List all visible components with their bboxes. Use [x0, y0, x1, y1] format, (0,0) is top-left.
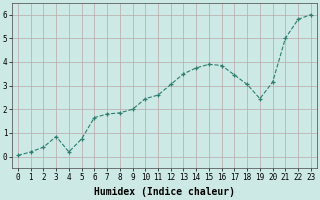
- X-axis label: Humidex (Indice chaleur): Humidex (Indice chaleur): [94, 187, 235, 197]
